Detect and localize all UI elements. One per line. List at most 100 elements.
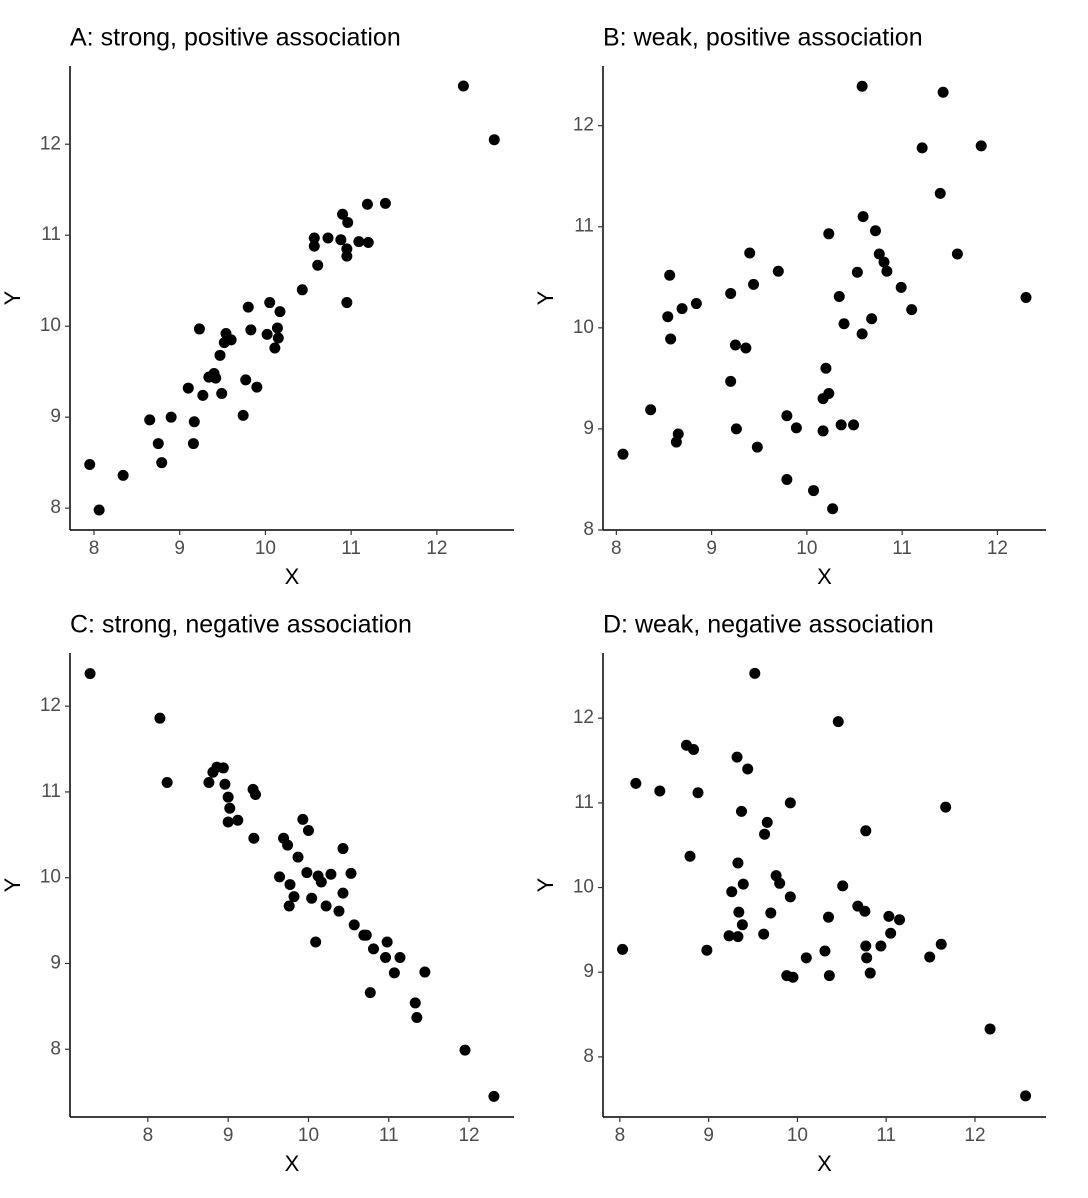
point [827, 503, 839, 515]
point [808, 485, 820, 497]
point [781, 473, 793, 485]
y-tick-label: 10 [573, 317, 594, 338]
point [729, 339, 741, 351]
point [833, 290, 845, 302]
point [692, 787, 704, 799]
point [654, 785, 666, 797]
point [288, 891, 300, 903]
point [864, 967, 876, 979]
point [759, 828, 771, 840]
point [361, 198, 373, 210]
point [784, 797, 796, 809]
point [308, 240, 320, 252]
point [302, 825, 314, 837]
y-tick-label: 9 [583, 418, 594, 439]
point [337, 843, 349, 855]
x-tick-label: 8 [143, 1125, 154, 1146]
point [379, 197, 391, 209]
y-tick-label: 9 [583, 961, 594, 982]
point [409, 997, 421, 1009]
point [732, 857, 744, 869]
point [348, 919, 360, 931]
y-tick-label: 10 [40, 315, 61, 336]
point [161, 777, 173, 789]
point [301, 867, 313, 879]
point [975, 140, 987, 152]
x-tick-label: 10 [787, 1125, 808, 1146]
point [203, 777, 215, 789]
point [645, 404, 657, 416]
x-axis-label: X [285, 1151, 300, 1176]
point [284, 879, 296, 891]
point [1020, 1090, 1032, 1102]
point [345, 867, 357, 879]
y-tick-label: 8 [583, 519, 594, 540]
point [749, 667, 761, 679]
point [380, 951, 392, 963]
y-tick-label: 11 [41, 781, 61, 802]
point [906, 304, 918, 316]
x-tick-label: 11 [892, 538, 912, 559]
y-tick-label: 12 [573, 707, 594, 728]
point [364, 987, 376, 999]
point [820, 362, 832, 374]
x-tick-label: 10 [255, 538, 276, 559]
point [873, 248, 885, 260]
x-tick-label: 12 [987, 538, 1008, 559]
point [306, 892, 318, 904]
y-tick-label: 11 [574, 792, 594, 813]
point [881, 265, 893, 277]
point [197, 389, 209, 401]
point [274, 871, 286, 883]
point [210, 372, 222, 384]
point [731, 751, 743, 763]
point [459, 1044, 471, 1056]
point [823, 228, 835, 240]
x-tick-label: 9 [703, 1125, 714, 1146]
y-tick-label: 12 [573, 115, 594, 136]
y-axis-label: Y [0, 877, 25, 892]
point [222, 816, 234, 828]
y-tick-label: 11 [41, 224, 61, 245]
x-tick-label: 12 [426, 538, 447, 559]
point [787, 971, 799, 983]
point [790, 422, 802, 434]
point [726, 886, 738, 898]
point [772, 265, 784, 277]
point [232, 814, 244, 826]
point [730, 423, 742, 435]
point [817, 425, 829, 437]
point [315, 876, 327, 888]
point [341, 250, 353, 262]
panel-title: A: strong, positive association [70, 24, 401, 52]
point [823, 970, 835, 982]
point [362, 237, 374, 249]
point [934, 187, 946, 199]
point [216, 388, 228, 400]
point [630, 777, 642, 789]
point [735, 805, 747, 817]
point [308, 232, 320, 244]
point [748, 278, 760, 290]
point [335, 234, 347, 246]
point [224, 802, 236, 814]
point [984, 1023, 996, 1035]
point [292, 851, 304, 863]
x-tick-label: 9 [174, 538, 185, 559]
point [219, 778, 231, 790]
point [282, 839, 294, 851]
panel-title: C: strong, negative association [70, 611, 412, 639]
point [457, 80, 469, 92]
point [851, 266, 863, 278]
point [736, 919, 748, 931]
y-tick-label: 12 [40, 695, 61, 716]
point [381, 936, 393, 948]
point [337, 208, 349, 220]
y-tick-label: 8 [50, 1038, 61, 1059]
x-tick-label: 8 [89, 538, 100, 559]
point [688, 744, 700, 756]
point [800, 952, 812, 964]
point [283, 900, 295, 912]
point [751, 441, 763, 453]
point [488, 1090, 500, 1102]
